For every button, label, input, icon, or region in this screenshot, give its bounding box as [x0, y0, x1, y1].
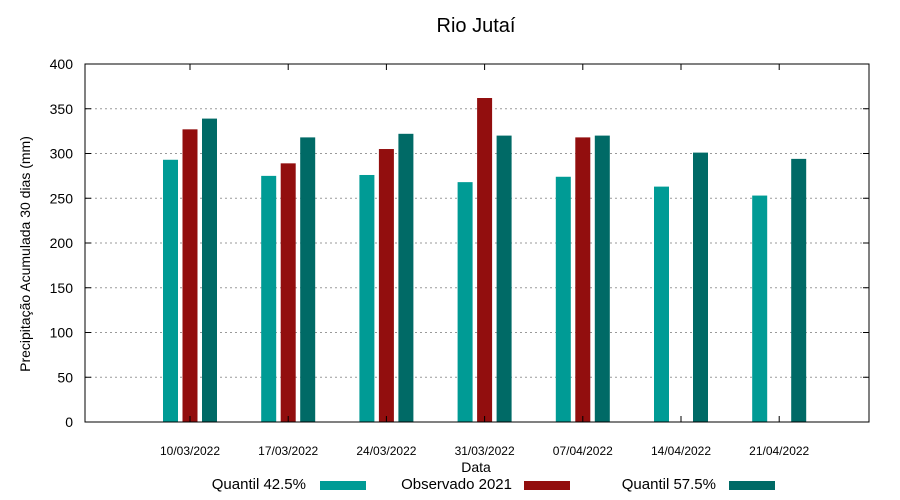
legend-swatch: [524, 481, 570, 490]
bar-quantil-42-5: [163, 159, 178, 422]
legend: Quantil 42.5% Observado 2021 Quantil 57.5%: [212, 476, 775, 493]
legend-label: Quantil 42.5%: [212, 476, 306, 493]
bar-quantil-42-5: [654, 186, 669, 422]
y-tick-label: 150: [50, 280, 74, 296]
y-tick-label: 50: [57, 369, 73, 385]
legend-swatch: [320, 481, 366, 490]
y-axis-ticks: 0 50 100 150 200 250 300 350 400: [50, 56, 869, 430]
y-tick-label: 100: [50, 325, 74, 341]
x-axis-ticks: 10/03/2022 17/03/2022 24/03/2022 31/03/2022…: [160, 64, 810, 458]
bar-quantil-42-5: [359, 174, 375, 422]
chart-title: Rio Jutaí: [437, 15, 516, 37]
bar-quantil-57-5: [398, 133, 414, 422]
x-tick-label: 17/03/2022: [258, 444, 318, 458]
bar-observado-2021: [280, 163, 296, 422]
legend-label: Observado 2021: [401, 476, 512, 493]
bar-quantil-57-5: [202, 118, 217, 422]
bar-observado-2021: [378, 149, 394, 422]
bar-quantil-42-5: [555, 176, 571, 422]
x-tick-label: 14/04/2022: [651, 444, 711, 458]
y-tick-label: 300: [50, 146, 74, 162]
bar-quantil-57-5: [693, 152, 708, 423]
bar-quantil-57-5: [300, 137, 316, 422]
legend-label: Quantil 57.5%: [622, 476, 716, 493]
bar-observado-2021: [182, 129, 198, 422]
bar-quantil-57-5: [791, 158, 807, 422]
y-tick-label: 0: [65, 414, 73, 430]
y-tick-label: 250: [50, 190, 74, 206]
x-axis-label: Data: [461, 459, 491, 475]
x-tick-label: 24/03/2022: [356, 444, 416, 458]
y-axis-label: Precipitação Acumulada 30 dias (mm): [17, 136, 33, 372]
bars: [163, 98, 807, 423]
y-tick-label: 200: [50, 235, 74, 251]
y-tick-label: 350: [50, 101, 74, 117]
x-tick-label: 10/03/2022: [160, 444, 220, 458]
bar-quantil-57-5: [496, 135, 512, 422]
x-tick-label: 31/03/2022: [455, 444, 515, 458]
bar-quantil-57-5: [594, 135, 610, 422]
legend-swatch: [729, 481, 775, 490]
y-tick-label: 400: [50, 56, 74, 72]
x-tick-label: 21/04/2022: [749, 444, 809, 458]
bar-observado-2021: [477, 98, 493, 422]
bar-quantil-42-5: [457, 182, 473, 422]
bar-observado-2021: [575, 137, 591, 422]
bar-quantil-42-5: [752, 195, 768, 422]
x-tick-label: 07/04/2022: [553, 444, 613, 458]
bar-quantil-42-5: [261, 175, 277, 422]
